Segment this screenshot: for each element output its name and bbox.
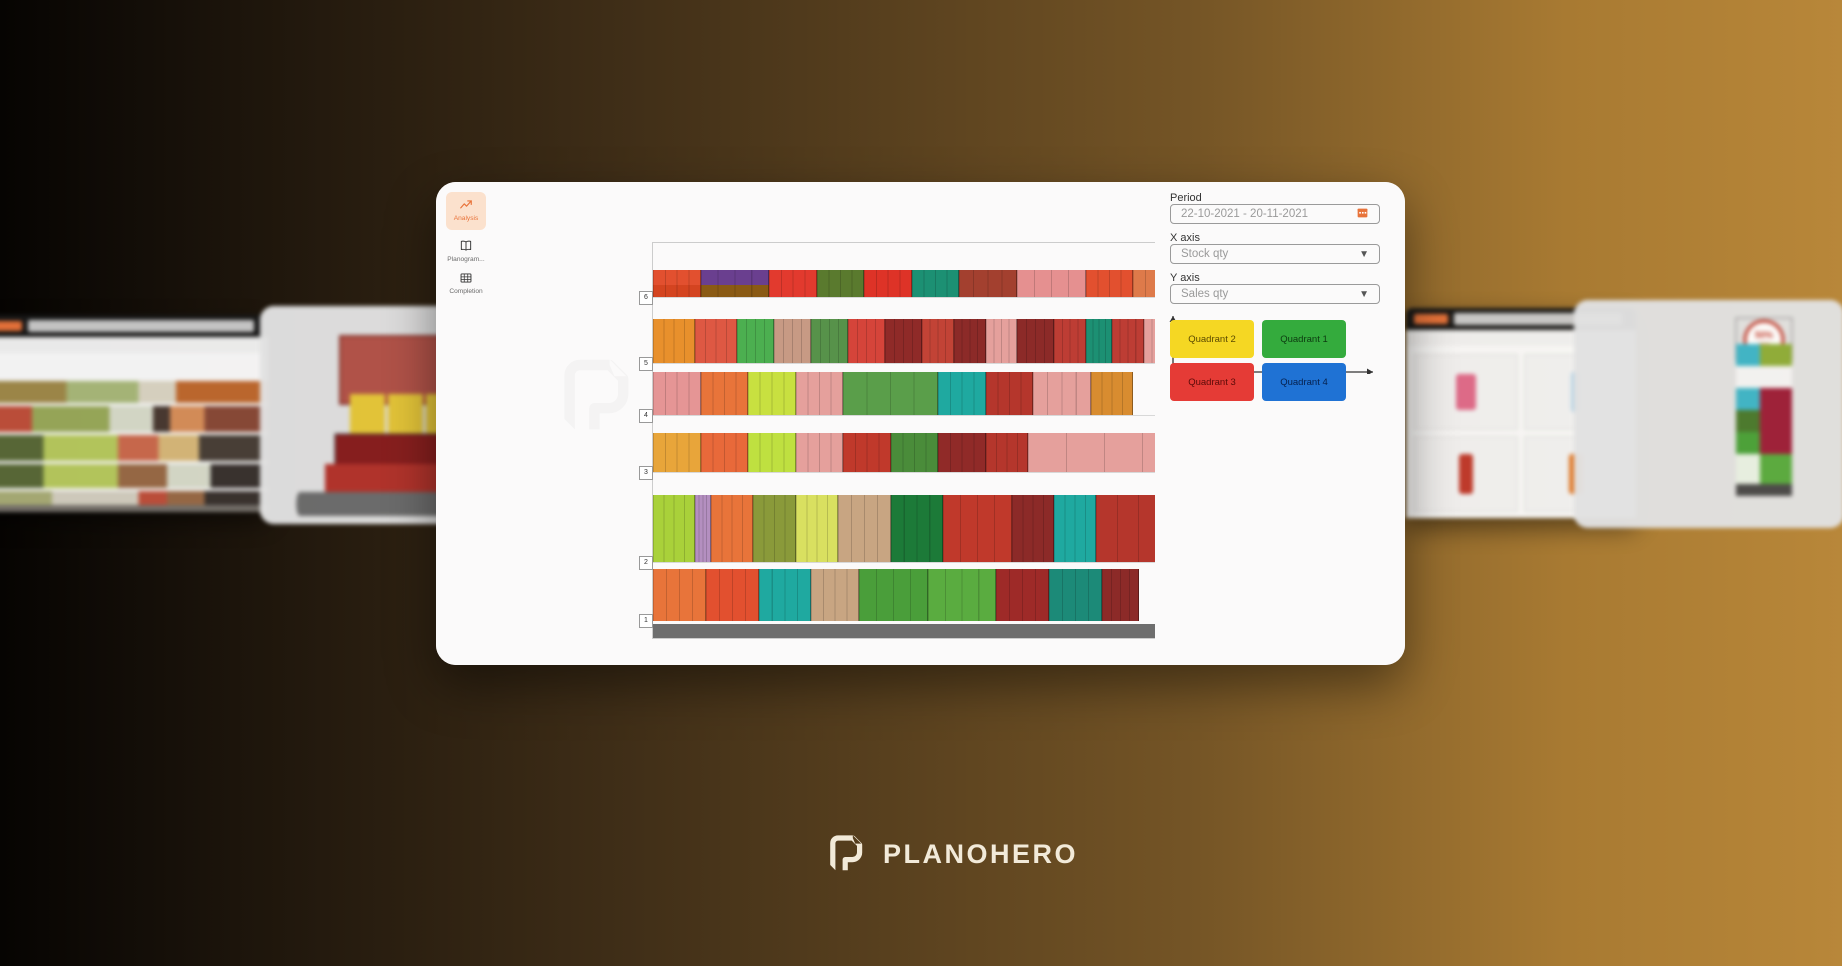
svg-text:50%: 50% <box>1755 330 1773 340</box>
